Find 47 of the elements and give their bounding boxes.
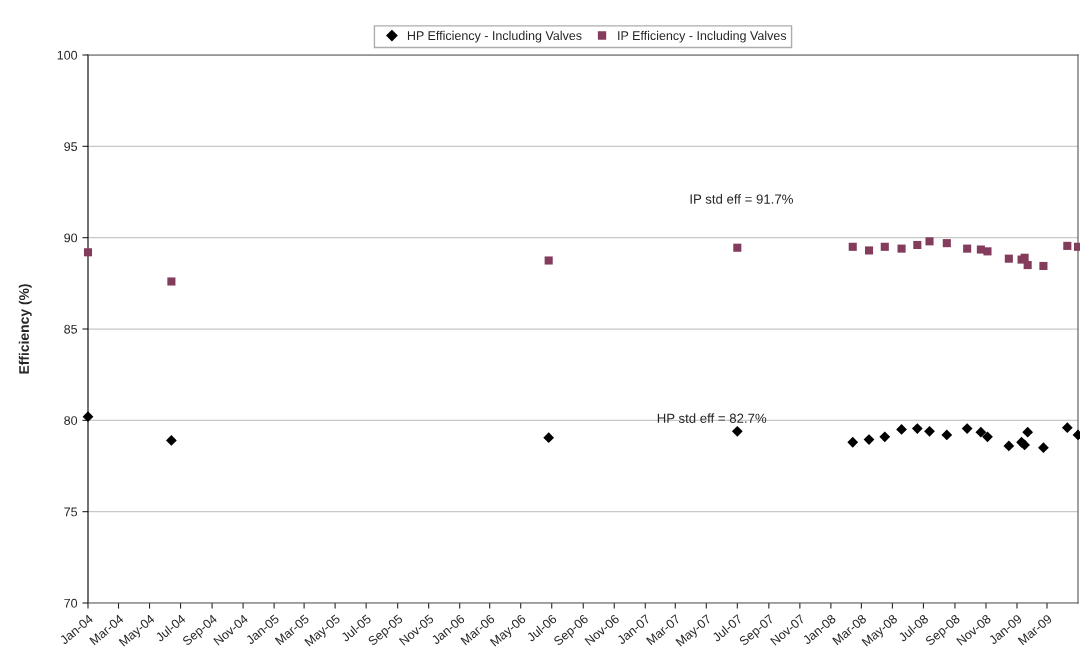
point (848, 242, 857, 251)
point (911, 423, 923, 434)
y-tick-label: 75 (64, 507, 78, 517)
point (983, 247, 992, 256)
point (925, 237, 934, 246)
point (1038, 442, 1049, 454)
y-tick-label: 70 (64, 598, 78, 608)
point (82, 411, 94, 423)
point (1003, 440, 1015, 452)
y-tick-label: 95 (64, 142, 78, 151)
point (942, 239, 951, 248)
legend-label: IP Efficiency - Including Valves (618, 30, 787, 43)
point (83, 248, 93, 257)
point (543, 432, 555, 444)
point (1022, 426, 1034, 438)
point (961, 423, 973, 434)
point (1004, 254, 1013, 263)
y-tick-label: 85 (64, 324, 78, 334)
point (963, 244, 972, 253)
point (879, 431, 891, 443)
point (897, 244, 906, 253)
point (733, 243, 742, 252)
y-tick-label: 90 (64, 233, 78, 243)
legend-label: HP Efficiency - Including Valves (407, 30, 582, 43)
y-tick-label: 80 (64, 416, 78, 425)
y-tick-label: 100 (57, 50, 78, 60)
point (941, 429, 953, 441)
point (544, 256, 553, 265)
point (1039, 261, 1048, 271)
point (982, 431, 993, 443)
point (913, 240, 922, 250)
point (1061, 422, 1073, 434)
point (864, 246, 874, 255)
point (880, 242, 889, 251)
y-axis-title: Efficiency (%) (18, 284, 32, 374)
point (731, 425, 743, 437)
point (166, 435, 177, 446)
point (1023, 261, 1032, 270)
point (924, 425, 935, 437)
annotation: IP std eff = 91.7% (690, 194, 793, 204)
point (167, 277, 176, 286)
point (847, 436, 859, 448)
point (1073, 242, 1080, 251)
point (896, 424, 907, 435)
annotation: HP std eff = 82.7% (657, 413, 767, 423)
point (1063, 241, 1072, 250)
point (975, 426, 987, 438)
